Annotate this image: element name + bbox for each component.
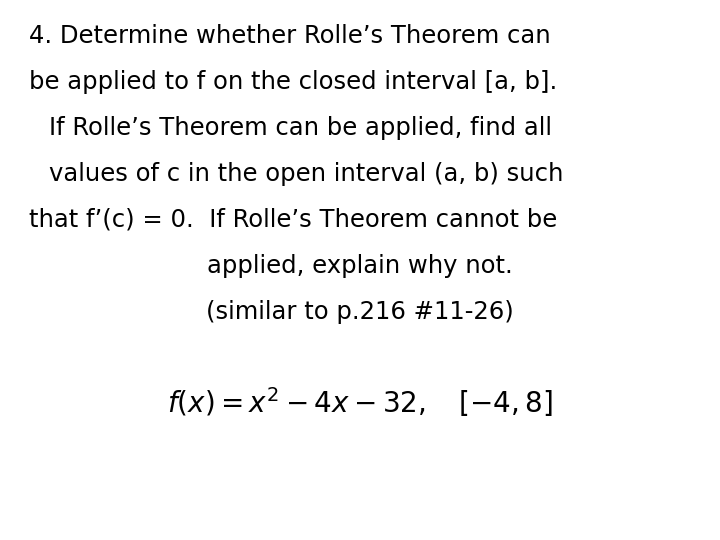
Text: values of c in the open interval (a, b) such: values of c in the open interval (a, b) … [49, 162, 563, 186]
Text: applied, explain why not.: applied, explain why not. [207, 254, 513, 278]
Text: $f(x) = x^{2} - 4x - 32, \quad [-4, 8]$: $f(x) = x^{2} - 4x - 32, \quad [-4, 8]$ [167, 386, 553, 419]
Text: be applied to f on the closed interval [a, b].: be applied to f on the closed interval [… [29, 70, 557, 94]
Text: that f’(c) = 0.  If Rolle’s Theorem cannot be: that f’(c) = 0. If Rolle’s Theorem canno… [29, 208, 557, 232]
Text: (similar to p.216 #11-26): (similar to p.216 #11-26) [206, 300, 514, 323]
Text: If Rolle’s Theorem can be applied, find all: If Rolle’s Theorem can be applied, find … [49, 116, 552, 140]
Text: 4. Determine whether Rolle’s Theorem can: 4. Determine whether Rolle’s Theorem can [29, 24, 550, 48]
